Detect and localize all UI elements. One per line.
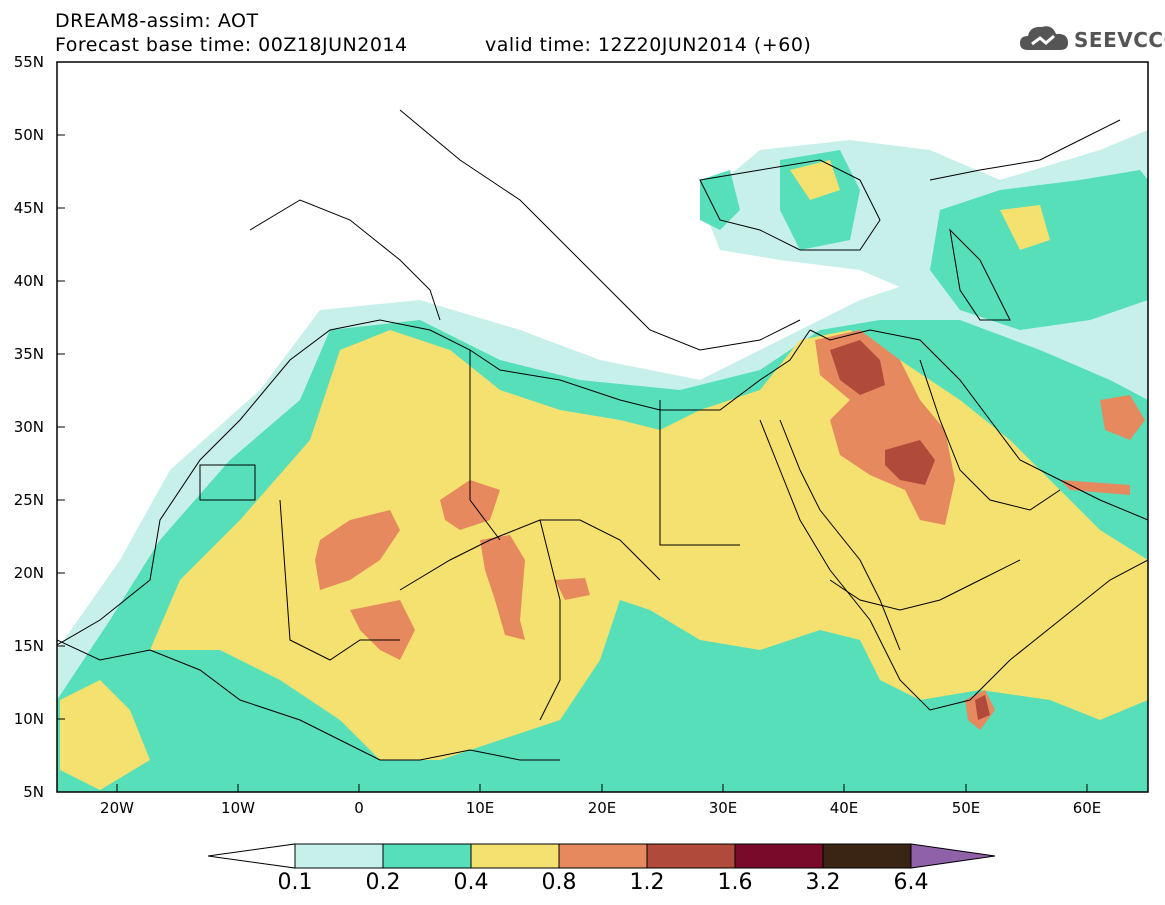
colorbar-label: 3.2 bbox=[805, 870, 841, 895]
forecast-base-time: Forecast base time: 00Z18JUN2014 bbox=[55, 34, 408, 56]
colorbar-segment-over bbox=[910, 843, 996, 869]
colorbar-segment bbox=[646, 843, 736, 869]
colorbar-label: 1.6 bbox=[717, 870, 753, 895]
aot-band-0.8 bbox=[440, 480, 500, 530]
lon-label: 10E bbox=[465, 799, 495, 817]
aot-band-0.8 bbox=[1060, 480, 1130, 495]
aot-contours bbox=[57, 130, 1148, 792]
colorbar-label: 6.4 bbox=[893, 870, 929, 895]
aot-band-0.2 bbox=[930, 170, 1148, 330]
lon-label: 30E bbox=[708, 799, 738, 817]
lat-label: 15N bbox=[13, 637, 44, 655]
seevccc-logo: SEEVCCC bbox=[1018, 22, 1165, 58]
colorbar-segment bbox=[734, 843, 824, 869]
colorbar bbox=[207, 843, 996, 869]
aot-band-0.4 bbox=[60, 680, 150, 790]
lat-label: 25N bbox=[13, 491, 44, 509]
lat-label: 35N bbox=[13, 345, 44, 363]
colorbar-label: 0.4 bbox=[453, 870, 489, 895]
colorbar-label: 0.2 bbox=[365, 870, 401, 895]
logo-text: SEEVCCC bbox=[1074, 28, 1165, 52]
lat-label: 20N bbox=[13, 564, 44, 582]
colorbar-segment bbox=[382, 843, 472, 869]
lon-label: 50E bbox=[951, 799, 981, 817]
colorbar-segment bbox=[558, 843, 648, 869]
lat-label: 55N bbox=[13, 53, 44, 71]
aot-band-1.2 bbox=[830, 340, 885, 395]
colorbar-label: 0.1 bbox=[277, 870, 313, 895]
lon-label: 20E bbox=[587, 799, 617, 817]
aot-band-1.2 bbox=[975, 695, 990, 720]
lat-label: 40N bbox=[13, 272, 44, 290]
lat-label: 30N bbox=[13, 418, 44, 436]
colorbar-segment bbox=[822, 843, 912, 869]
colorbar-segment bbox=[294, 843, 384, 869]
aot-band-0.4 bbox=[1000, 205, 1050, 250]
aot-band-0.8 bbox=[350, 600, 415, 660]
aot-band-1.2 bbox=[885, 440, 935, 485]
colorbar-segment-under bbox=[207, 843, 296, 869]
valid-time: valid time: 12Z20JUN2014 (+60) bbox=[485, 34, 812, 56]
lon-label: 20W bbox=[100, 799, 134, 817]
map-title: DREAM8-assim: AOT bbox=[55, 10, 259, 32]
aot-band-0.8 bbox=[480, 535, 525, 640]
lat-label: 45N bbox=[13, 199, 44, 217]
cloud-icon bbox=[1020, 26, 1068, 50]
aot-band-0.8 bbox=[315, 510, 400, 590]
lon-label: 0 bbox=[354, 799, 364, 817]
aot-band-0.2 bbox=[700, 170, 740, 230]
aot-band-0.8 bbox=[1100, 395, 1145, 440]
colorbar-segment bbox=[470, 843, 560, 869]
aot-band-0.4 bbox=[790, 160, 840, 200]
coastlines bbox=[57, 109, 1148, 761]
colorbar-label: 0.8 bbox=[541, 870, 577, 895]
aot-band-0.8 bbox=[555, 578, 590, 600]
lat-label: 50N bbox=[13, 126, 44, 144]
lat-label: 5N bbox=[23, 783, 44, 801]
lon-label: 10W bbox=[221, 799, 255, 817]
colorbar-label: 1.2 bbox=[629, 870, 665, 895]
lon-label: 40E bbox=[829, 799, 859, 817]
lon-label: 60E bbox=[1072, 799, 1102, 817]
lat-label: 10N bbox=[13, 710, 44, 728]
axis-ticks bbox=[57, 61, 1088, 793]
